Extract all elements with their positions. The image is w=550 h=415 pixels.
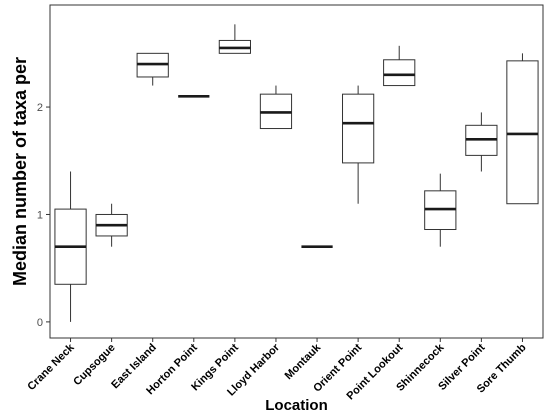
box-group-kings-point [218,24,251,54]
box-group-point-lookout [383,45,416,87]
box-group-shinnecock [424,173,457,247]
box [342,93,375,164]
y-tick-label: 1 [37,209,43,221]
box [383,59,416,87]
y-axis: 0 1 2 [37,102,50,329]
box-group-cupsogue [95,203,128,247]
y-tick-label: 0 [37,317,43,329]
box-group-orient-point [342,85,375,204]
y-axis-title: Median number of taxa per [10,57,30,286]
box-group-east-island [136,52,169,86]
box-group-lloyd-harbor [259,85,293,130]
plot-panel-border [49,4,544,339]
box-group-crane-neck [54,171,87,322]
y-tick-label: 2 [37,102,43,114]
x-axis-title: Location [265,397,328,414]
box-group-silver-point [465,112,498,172]
boxes-layer [54,24,539,322]
box-group-sore-thumb [506,53,539,205]
box [506,60,539,205]
